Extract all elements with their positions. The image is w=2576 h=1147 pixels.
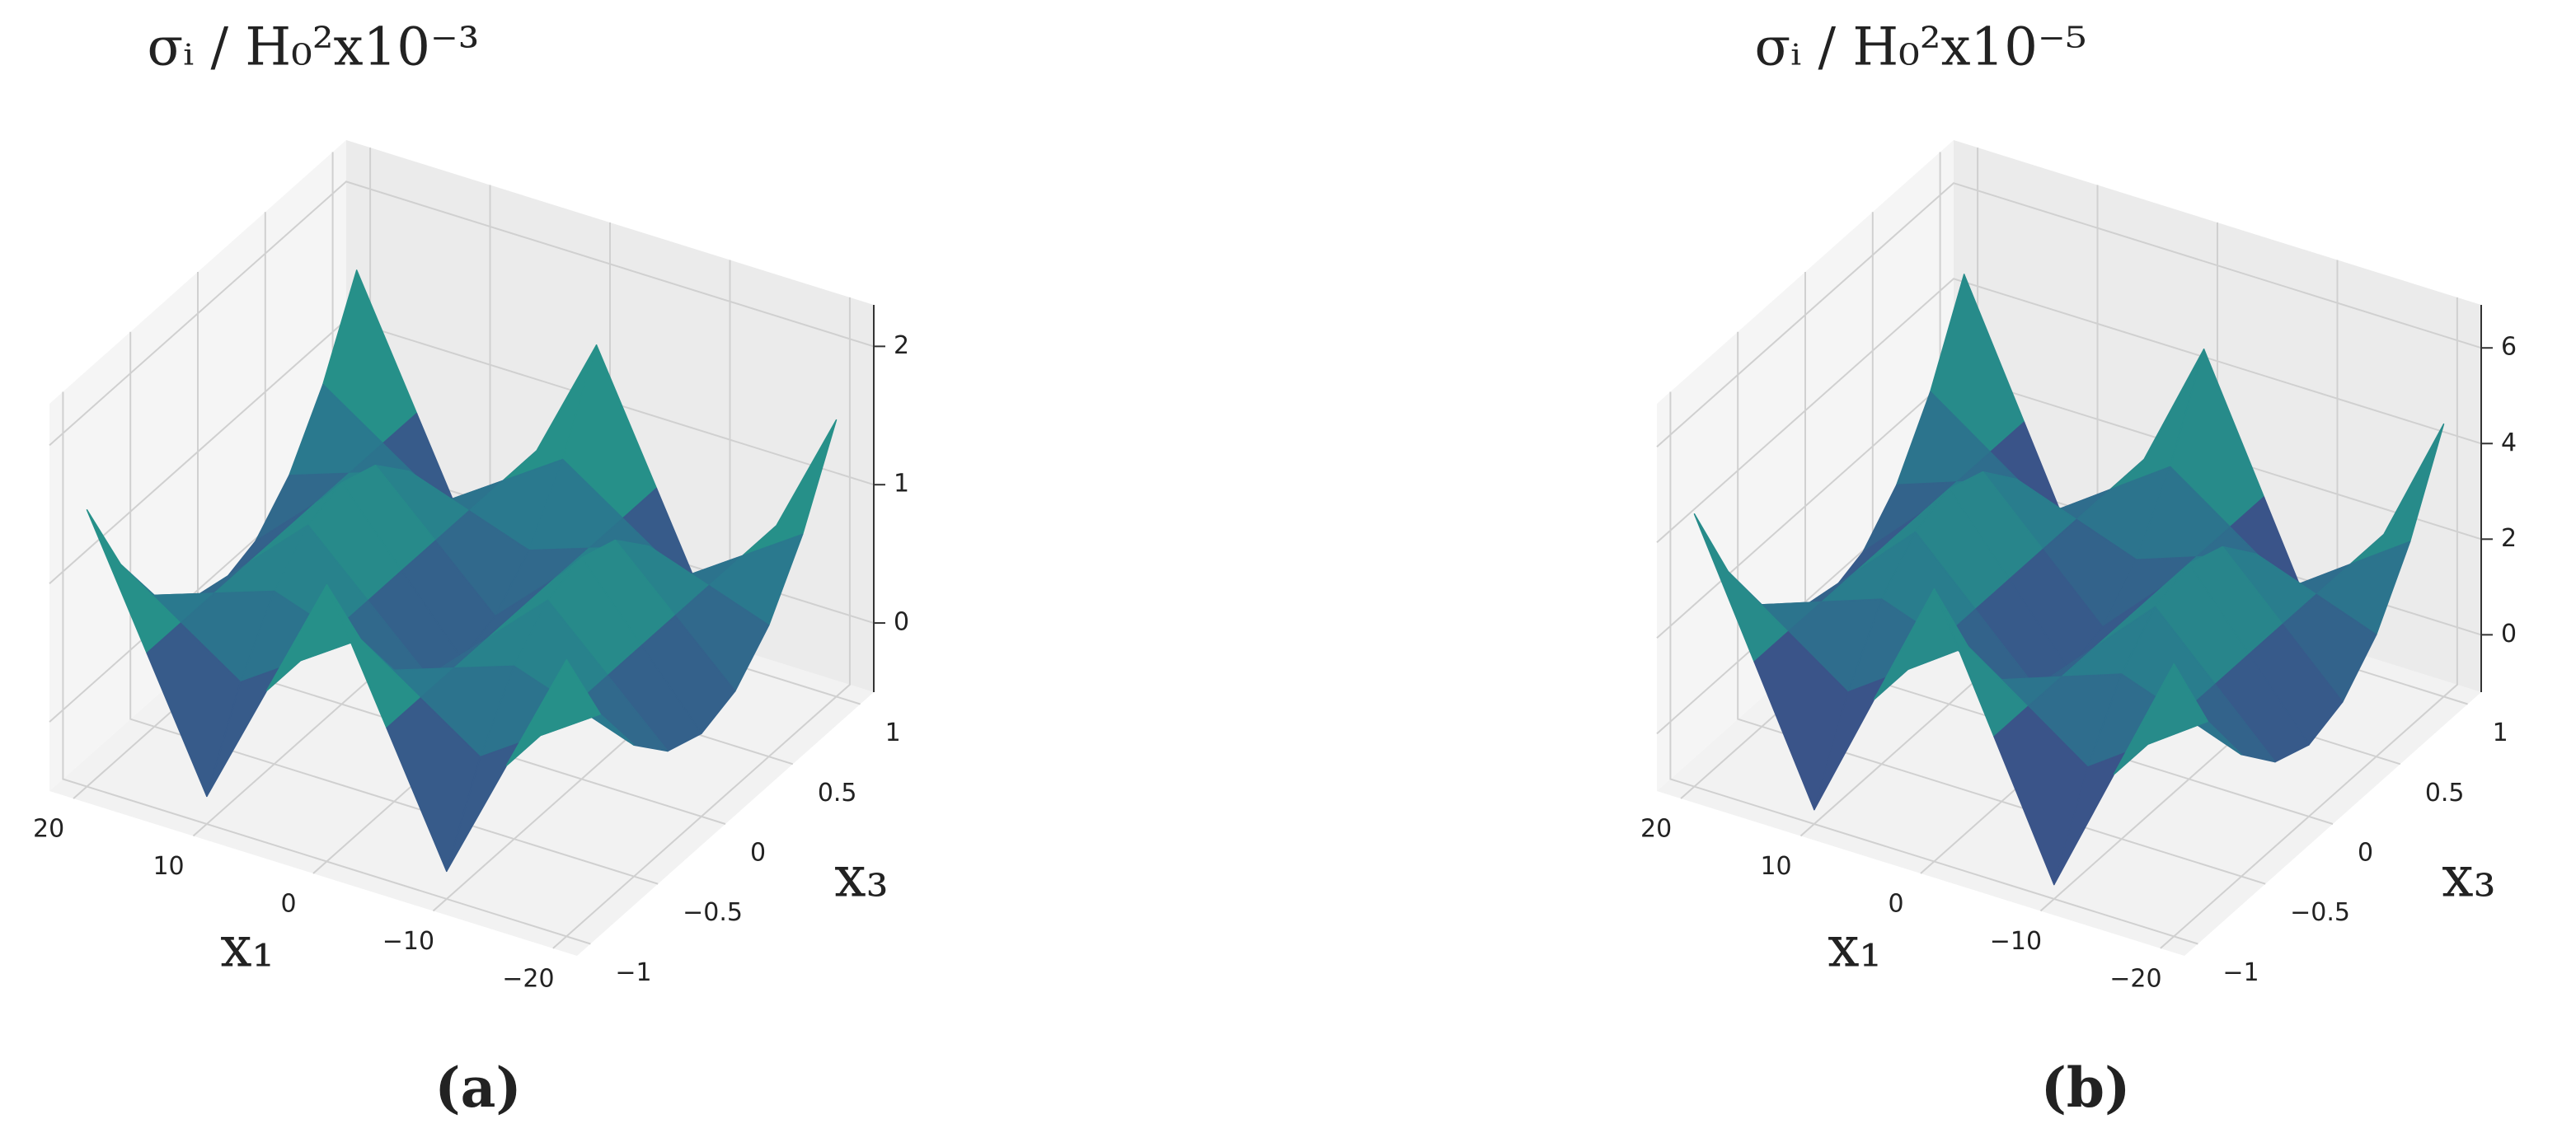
x-tick-label: −10 — [382, 927, 434, 956]
z-tick-label: 0 — [894, 608, 909, 637]
y-axis-label: x₃ — [834, 845, 889, 911]
y-tick-label: −0.5 — [683, 898, 743, 927]
y-tick-label: 1 — [885, 719, 901, 747]
y-tick-label: 0 — [750, 839, 766, 868]
grid-line — [1669, 391, 2198, 945]
grid-line — [129, 331, 659, 885]
y-tick-label: −0.5 — [2290, 898, 2350, 927]
grid-line — [2160, 297, 2458, 949]
x-tick-label: 20 — [33, 815, 64, 844]
chart-title: σᵢ / H₀²x10⁻³ — [148, 17, 480, 78]
grid-line — [62, 391, 591, 945]
x-tick-label: 20 — [1640, 815, 1672, 844]
grid-line — [49, 180, 875, 447]
y-axis-label: x₃ — [2442, 845, 2496, 911]
grid-line — [1656, 182, 2482, 447]
x-tick-label: −10 — [1990, 927, 2042, 956]
chart-title: σᵢ / H₀²x10⁻⁵ — [1755, 17, 2087, 78]
x-axis-label: x₁ — [220, 915, 274, 981]
z-tick-label: 2 — [2501, 524, 2517, 553]
panel-label: (a) — [434, 1056, 521, 1120]
y-tick-label: 1 — [2493, 719, 2508, 747]
x-tick-label: 10 — [1760, 852, 1791, 881]
z-tick-label: 6 — [2501, 333, 2517, 362]
x-tick-label: 10 — [152, 852, 184, 881]
x-tick-label: 0 — [1888, 890, 1903, 919]
grid-line — [1737, 331, 2266, 885]
y-tick-label: −1 — [615, 958, 651, 987]
grid-line — [1656, 278, 2482, 544]
y-tick-label: 0.5 — [818, 779, 857, 808]
z-tick-label: 1 — [894, 470, 909, 499]
x-axis-label: x₁ — [1828, 915, 1882, 981]
y-tick-label: −1 — [2222, 958, 2259, 987]
surface-patch — [505, 658, 601, 766]
surface-patch — [2113, 662, 2208, 775]
y-tick-label: 0 — [2358, 839, 2373, 868]
z-tick-label: 2 — [894, 331, 909, 360]
y-tick-label: 0.5 — [2425, 779, 2465, 808]
panel-label: (b) — [2041, 1056, 2131, 1120]
x-tick-label: −20 — [502, 964, 554, 993]
x-tick-label: −20 — [2109, 964, 2161, 993]
z-tick-label: 0 — [2501, 620, 2517, 648]
grid-line — [552, 297, 851, 949]
x-tick-label: 0 — [280, 890, 296, 919]
z-tick-label: 4 — [2501, 428, 2517, 457]
